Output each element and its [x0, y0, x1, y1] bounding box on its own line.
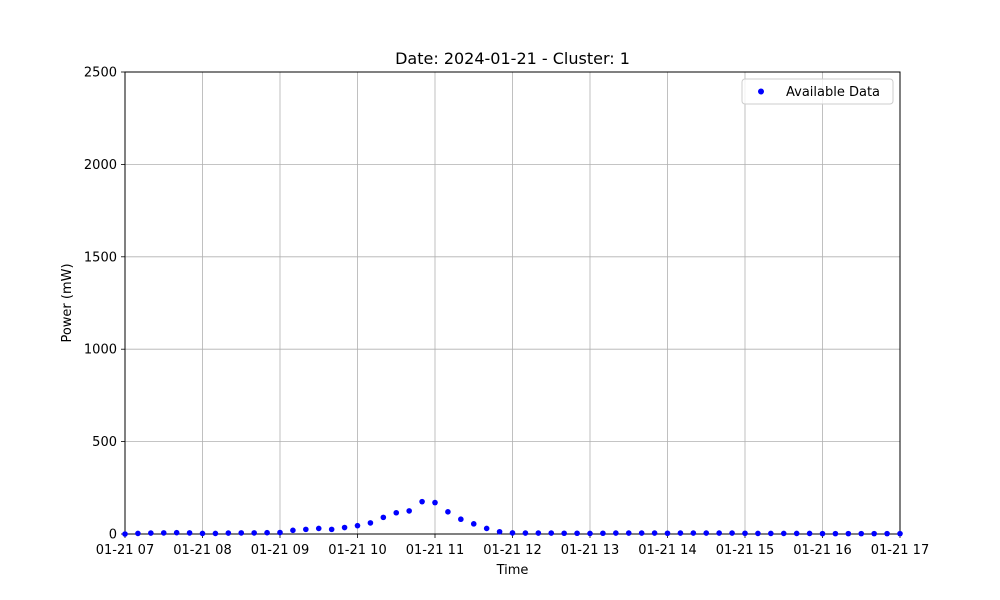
data-point	[328, 526, 335, 533]
data-point	[173, 529, 180, 536]
data-point	[703, 530, 710, 536]
data-point	[496, 528, 503, 535]
legend: Available Data	[741, 78, 894, 105]
data-point	[638, 530, 645, 536]
data-point	[819, 530, 826, 537]
legend-box	[741, 78, 894, 105]
data-point	[432, 499, 438, 506]
data-point	[664, 530, 671, 537]
data-point	[135, 530, 141, 537]
x-tick-label: 01-21 12	[483, 543, 541, 558]
axis-ticks: 01-21 07 01-21 08 01-21 09 01-21 10 01-21 11…	[84, 66, 929, 559]
x-tick-label: 01-21 09	[251, 543, 309, 558]
data-point	[858, 530, 865, 537]
data-point	[600, 530, 606, 537]
chart-title: Date: 2024-01-21 - Cluster: 1	[395, 49, 630, 68]
data-point	[768, 530, 774, 537]
data-point	[832, 530, 839, 537]
data-point	[871, 530, 877, 537]
data-point	[251, 530, 257, 536]
x-tick-label: 01-21 17	[871, 543, 929, 558]
x-tick-label: 01-21 07	[96, 543, 154, 558]
data-point	[186, 530, 193, 536]
data-point	[264, 529, 270, 536]
data-point	[742, 530, 748, 537]
data-point	[225, 530, 232, 536]
data-point	[122, 531, 128, 537]
data-point	[445, 509, 451, 515]
data-point	[806, 530, 813, 537]
data-point	[148, 530, 154, 536]
data-point	[522, 530, 529, 536]
data-point	[535, 530, 542, 536]
x-tick-label: 01-21 16	[793, 543, 851, 558]
data-point	[367, 520, 374, 526]
data-point	[212, 530, 219, 537]
x-tick-label: 01-21 14	[638, 543, 696, 558]
data-point	[651, 530, 658, 536]
data-point	[587, 530, 593, 537]
x-tick-label: 01-21 10	[328, 543, 386, 558]
y-tick-label: 2500	[84, 66, 117, 81]
y-axis-label: Power (mW)	[60, 263, 75, 342]
data-point	[509, 530, 516, 536]
data-point	[884, 530, 890, 537]
data-point	[341, 524, 348, 531]
data-point	[315, 525, 322, 532]
data-point	[458, 516, 464, 523]
data-point	[845, 530, 852, 537]
data-point	[483, 525, 490, 532]
data-point	[690, 530, 697, 536]
data-point	[548, 530, 555, 536]
data-point	[729, 530, 735, 536]
data-point	[625, 530, 632, 536]
data-point	[354, 522, 361, 529]
x-tick-label: 01-21 11	[406, 543, 464, 558]
data-point	[160, 530, 167, 536]
data-point	[238, 530, 245, 536]
y-tick-label: 2000	[84, 158, 117, 173]
data-point	[393, 509, 400, 516]
x-tick-label: 01-21 08	[173, 543, 231, 558]
data-point	[277, 529, 283, 536]
data-point	[199, 530, 206, 537]
y-tick-label: 1000	[84, 343, 117, 358]
legend-label: Available Data	[786, 85, 880, 100]
x-axis-label: Time	[496, 563, 529, 578]
data-point	[755, 530, 761, 537]
data-point	[470, 521, 477, 527]
y-tick-label: 1500	[84, 250, 117, 265]
legend-marker	[758, 88, 764, 95]
scatter-points	[122, 498, 903, 537]
y-tick-label: 500	[92, 435, 117, 450]
data-point	[574, 530, 580, 537]
data-point	[613, 530, 619, 536]
data-point	[677, 530, 684, 536]
data-point	[290, 527, 296, 534]
data-point	[716, 530, 722, 536]
x-tick-label: 01-21 13	[561, 543, 619, 558]
data-point	[793, 530, 800, 537]
data-point	[780, 530, 787, 537]
data-point	[406, 508, 412, 514]
x-tick-label: 01-21 15	[716, 543, 774, 558]
data-point	[419, 498, 425, 505]
data-point	[303, 526, 309, 533]
data-point	[897, 530, 903, 537]
data-point	[380, 514, 387, 521]
y-tick-label: 0	[109, 528, 117, 543]
data-point	[561, 530, 567, 537]
